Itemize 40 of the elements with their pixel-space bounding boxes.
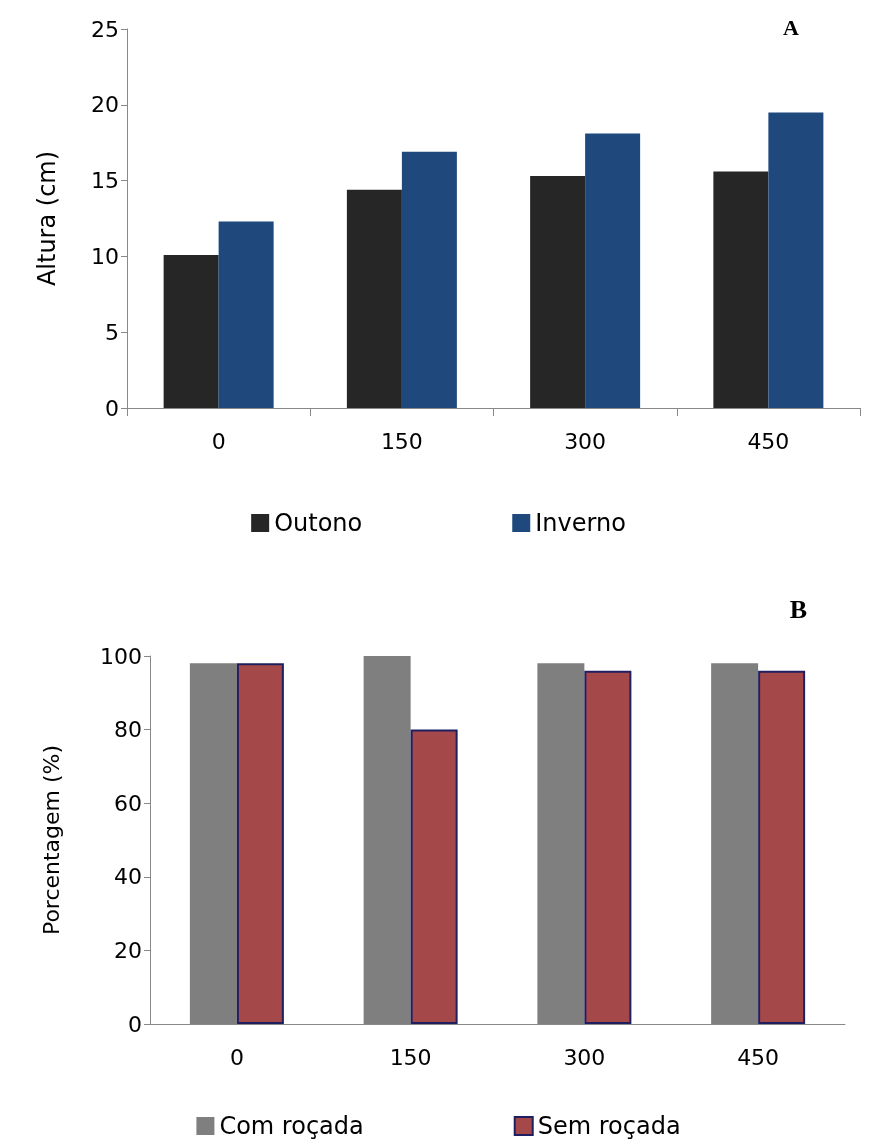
y-tick-label: 5 bbox=[105, 319, 119, 345]
x-tick-label: 150 bbox=[380, 428, 423, 454]
legend-label: Inverno bbox=[535, 509, 626, 537]
legend-label: Outono bbox=[274, 509, 363, 537]
bar bbox=[346, 189, 402, 408]
bar bbox=[218, 221, 274, 408]
x-tick-label: 0 bbox=[211, 428, 226, 454]
y-tick-label: 60 bbox=[114, 790, 142, 816]
bar bbox=[585, 133, 641, 408]
bar bbox=[584, 670, 632, 1024]
y-tick-label: 15 bbox=[91, 168, 119, 194]
bar bbox=[530, 176, 586, 408]
bar bbox=[163, 254, 219, 408]
bar bbox=[410, 729, 458, 1024]
annotation: A bbox=[783, 14, 800, 40]
x-tick-label: 150 bbox=[389, 1044, 432, 1070]
y-tick-label: 0 bbox=[105, 395, 119, 421]
legend-label: Com roçada bbox=[219, 1112, 364, 1140]
x-tick-label: 450 bbox=[737, 1044, 780, 1070]
y-tick-label: 40 bbox=[114, 864, 142, 890]
x-tick-label: 450 bbox=[747, 428, 790, 454]
y-axis-title: Porcentagem (%) bbox=[38, 744, 64, 936]
bar bbox=[401, 151, 457, 408]
y-tick-label: 20 bbox=[91, 92, 119, 118]
y-tick-label: 80 bbox=[114, 717, 142, 743]
y-tick-label: 20 bbox=[114, 937, 142, 963]
bar bbox=[713, 171, 769, 408]
y-tick-label: 10 bbox=[91, 243, 119, 269]
y-tick-label: 100 bbox=[100, 643, 142, 669]
bar bbox=[758, 670, 806, 1024]
bar bbox=[768, 112, 824, 408]
legend-label: Sem roçada bbox=[537, 1112, 681, 1140]
x-tick-label: 300 bbox=[564, 428, 607, 454]
y-tick-label: 25 bbox=[91, 16, 119, 42]
x-tick-label: 300 bbox=[563, 1044, 606, 1070]
y-axis-title: Altura (cm) bbox=[33, 150, 61, 287]
bar bbox=[236, 663, 284, 1024]
y-tick-label: 0 bbox=[128, 1011, 142, 1037]
text: B bbox=[789, 594, 807, 624]
x-tick-label: 0 bbox=[229, 1044, 244, 1070]
